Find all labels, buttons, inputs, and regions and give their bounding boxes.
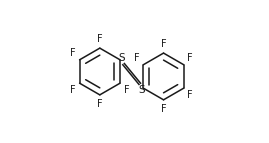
Text: F: F <box>97 34 102 44</box>
Text: F: F <box>70 48 76 58</box>
Text: F: F <box>97 99 102 109</box>
Text: F: F <box>161 39 166 49</box>
Text: F: F <box>187 53 193 63</box>
Text: F: F <box>161 104 166 114</box>
Text: F: F <box>124 85 129 95</box>
Text: S: S <box>118 53 125 63</box>
Text: F: F <box>187 90 193 100</box>
Text: S: S <box>139 85 145 95</box>
Text: F: F <box>70 85 76 95</box>
Text: F: F <box>134 53 140 63</box>
